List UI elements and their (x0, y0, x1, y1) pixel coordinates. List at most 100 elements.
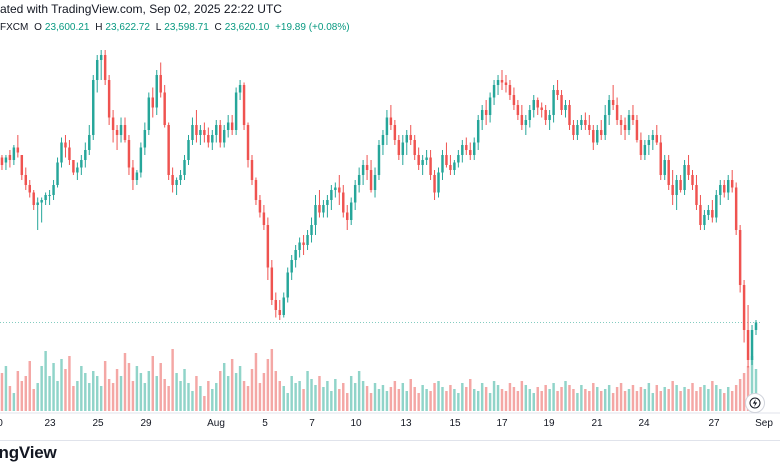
volume-bar (723, 393, 726, 411)
volume-bar (473, 389, 476, 411)
candle-body (234, 92, 238, 130)
volume-bar (294, 383, 297, 411)
volume-bar (738, 379, 742, 411)
volume-bar (290, 376, 293, 411)
volume-bar (107, 379, 111, 411)
high-value: 23,622.72 (105, 22, 150, 33)
candle-body (461, 145, 464, 155)
candle-body (639, 140, 643, 155)
volume-bar (211, 389, 214, 411)
published-line: ated with TradingView.com, Sep 02, 2025 … (0, 2, 282, 16)
volume-bar (314, 385, 317, 411)
candle-body (635, 120, 639, 140)
price-chart[interactable]: 0232529Aug571013151719212427Sep3 (0, 0, 780, 440)
candle-body (330, 190, 333, 200)
candle-body (679, 180, 682, 190)
candle-body (219, 125, 222, 143)
candle-body (691, 175, 694, 185)
candle-body (266, 225, 270, 268)
volume-bar (492, 381, 496, 411)
candle-body (544, 110, 547, 120)
candle-body (528, 110, 532, 120)
volume-bar (242, 381, 246, 411)
candle-body (675, 180, 678, 195)
candle-body (433, 175, 436, 193)
volume-bar (715, 385, 718, 411)
volume-bar (274, 371, 278, 411)
candle-body (631, 115, 635, 120)
volume-bar (68, 356, 71, 411)
candle-body (290, 260, 293, 273)
volume-bar (671, 381, 674, 411)
open-value: 23,600.21 (44, 22, 90, 33)
candle-body (496, 80, 500, 85)
volume-bar (607, 385, 611, 411)
volume-bar (322, 387, 325, 411)
candle-body (139, 147, 143, 173)
volume-bar (357, 371, 361, 411)
candle-body (552, 90, 555, 115)
volume-bar (222, 363, 226, 411)
volume-bar (385, 391, 389, 411)
x-tick-label: 24 (638, 418, 650, 429)
candle-body (338, 187, 341, 193)
tradingview-brand[interactable]: ingView (0, 443, 57, 462)
x-tick-label: 10 (350, 418, 362, 429)
volume-bar (639, 387, 643, 411)
candle-body (314, 205, 317, 225)
volume-bar (461, 383, 464, 411)
volume-bar (592, 383, 595, 411)
volume-bar (584, 389, 587, 411)
volume-bar (417, 393, 420, 411)
volume-bar (219, 371, 222, 411)
candle-body (734, 187, 738, 230)
volume-bar (675, 385, 678, 411)
candle-body (457, 155, 460, 163)
candle-body (270, 267, 274, 300)
x-tick-label: 15 (449, 418, 461, 429)
volume-bar (258, 383, 262, 411)
volume-bar (651, 393, 655, 411)
candle-body (655, 135, 659, 143)
symbol-label[interactable]: FXCM (0, 22, 29, 33)
volume-bar (183, 369, 186, 411)
volume-bar (480, 383, 484, 411)
volume-bar (512, 387, 516, 411)
candle-body (647, 140, 651, 145)
lightning-icon[interactable] (745, 393, 765, 413)
volume-bar (469, 379, 472, 411)
volume-bar (445, 391, 448, 411)
volume-bar (536, 387, 539, 411)
volume-bar (99, 386, 103, 411)
candle-body (373, 175, 377, 190)
volume-bar (187, 383, 190, 411)
volume-bar (0, 373, 4, 411)
volume-bar (568, 385, 571, 411)
candle-body (738, 230, 742, 285)
volume-bar (429, 391, 432, 411)
candle-body (286, 272, 289, 298)
candle-body (32, 192, 35, 205)
candle-body (707, 210, 710, 215)
candle-body (131, 167, 135, 180)
volume-bar (564, 381, 567, 411)
volume-bar (659, 391, 662, 411)
candle-body (592, 130, 595, 143)
volume-bar (270, 349, 274, 411)
candle-body (413, 140, 416, 155)
candle-body (500, 80, 504, 83)
volume-bar (580, 385, 583, 411)
volume-bar (691, 383, 694, 411)
volume-bar (306, 371, 309, 411)
volume-bars (0, 349, 758, 411)
volume-bar (750, 356, 754, 411)
candle-body (663, 160, 666, 175)
close-value: 23,620.10 (224, 22, 270, 33)
volume-bar (195, 376, 198, 411)
candle-body (242, 85, 246, 125)
candle-body (484, 110, 488, 115)
candle-body (151, 97, 154, 108)
lightning-glyph (749, 397, 761, 409)
volume-bar (334, 379, 337, 411)
candle-body (429, 157, 432, 175)
